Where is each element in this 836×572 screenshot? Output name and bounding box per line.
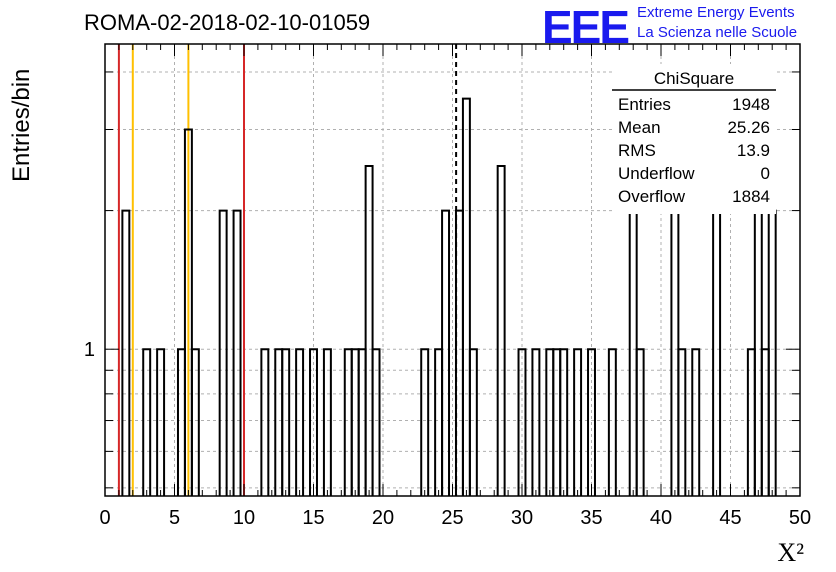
stats-label: RMS	[618, 141, 656, 160]
histogram-bin	[434, 348, 444, 496]
x-tick-label: 40	[650, 507, 672, 529]
logo-line-2: La Scienza nelle Scuole	[637, 24, 798, 41]
x-tick-label: 20	[372, 507, 394, 529]
x-tick-label: 50	[789, 507, 811, 529]
x-tick-label: 25	[441, 507, 463, 529]
histogram-bin	[753, 209, 763, 496]
histogram-bin	[183, 128, 193, 496]
stats-value: 13.9	[737, 141, 770, 160]
histogram-bin	[274, 348, 284, 496]
histogram-bin	[176, 348, 186, 496]
histogram-bin	[350, 348, 360, 496]
x-tick-label: 45	[719, 507, 741, 529]
histogram-bin	[767, 209, 777, 496]
histogram-bin	[635, 348, 645, 496]
reference-lines	[117, 44, 458, 496]
x-tick-label: 35	[580, 507, 602, 529]
histogram-bin	[691, 348, 701, 496]
stats-value: 1948	[732, 95, 770, 114]
histogram-bin	[496, 164, 506, 496]
y-tick-label: 1	[84, 339, 95, 361]
histogram-bin	[322, 348, 332, 496]
histogram-bin	[232, 209, 242, 496]
histogram-bin	[677, 348, 687, 496]
histogram-bin	[309, 348, 318, 496]
histogram-bin	[156, 348, 166, 496]
histogram-bin	[746, 348, 756, 496]
stats-label: Overflow	[618, 187, 686, 206]
histogram-bin	[517, 348, 527, 496]
histogram-bin	[281, 348, 291, 496]
histogram-bin	[121, 209, 131, 496]
stats-box-bg	[612, 64, 776, 214]
stats-label: Entries	[618, 95, 671, 114]
histogram-bin	[295, 348, 305, 496]
histogram-bin	[531, 348, 541, 496]
x-tick-label: 15	[302, 507, 324, 529]
histogram-bin	[190, 348, 200, 496]
histogram-bin	[343, 348, 353, 496]
histogram-bin	[559, 348, 569, 496]
stats-box: ChiSquare Entries 1948 Mean 25.26 RMS 13.9 Unde…	[612, 64, 776, 214]
histogram-bin	[260, 348, 270, 496]
histogram-bin	[420, 348, 430, 496]
histogram-bin	[573, 348, 583, 496]
histogram-bin	[461, 97, 471, 496]
x-tick-label: 5	[169, 507, 180, 529]
histogram-bin	[670, 164, 680, 496]
histogram-bin	[760, 348, 770, 496]
logo-line-1: Extreme Energy Events	[637, 4, 795, 21]
x-axis-label: X²	[777, 538, 804, 567]
stats-value: 25.26	[727, 118, 770, 137]
stats-value: 0	[761, 164, 770, 183]
histogram-bin	[357, 348, 367, 496]
stats-label: Underflow	[618, 164, 695, 183]
histogram-bin	[468, 348, 478, 496]
stats-label: Mean	[618, 118, 661, 137]
chart-title: ROMA-02-2018-02-10-01059	[84, 10, 371, 35]
histogram-bin	[371, 348, 381, 496]
x-tick-label: 0	[99, 507, 110, 529]
histogram-bin	[587, 348, 596, 496]
histogram-bin	[142, 348, 152, 496]
histogram-bins	[121, 97, 777, 496]
x-tick-label: 10	[233, 507, 255, 529]
histogram-bin	[607, 348, 617, 496]
histogram-bin	[628, 209, 638, 496]
histogram-bin	[712, 209, 722, 496]
histogram-bin	[218, 209, 228, 496]
axis-ticks: 0 5 10 15 20 25 30 35 40 45 50 1	[84, 44, 811, 529]
stats-value: 1884	[732, 187, 770, 206]
histogram-bin	[545, 348, 555, 496]
stats-title: ChiSquare	[654, 69, 734, 88]
histogram-bin	[552, 348, 562, 496]
histogram-bin	[441, 209, 451, 496]
x-tick-label: 30	[511, 507, 533, 529]
histogram-bin	[364, 164, 374, 496]
